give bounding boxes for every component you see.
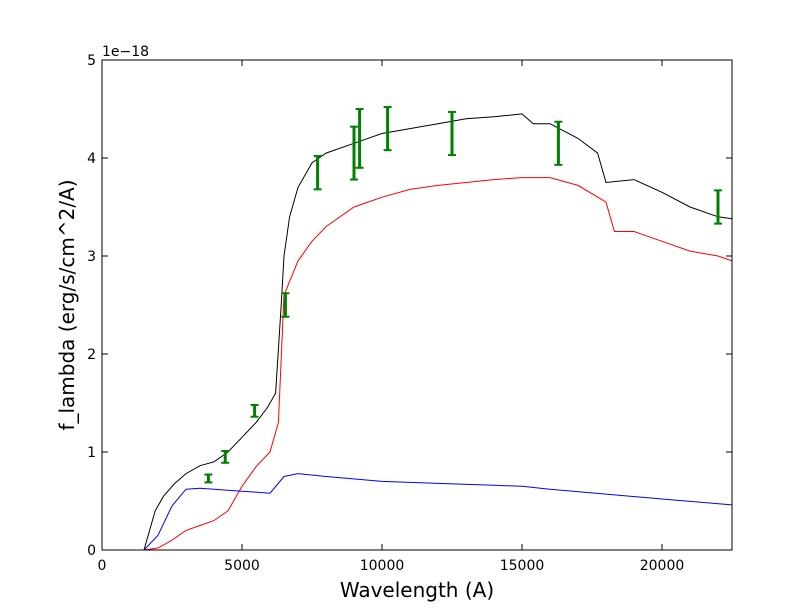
series-layer <box>102 113 733 551</box>
error-bar-6 <box>350 125 358 181</box>
series-line-2 <box>102 177 733 551</box>
y-tick-label: 1 <box>87 445 96 461</box>
y-tick-label: 5 <box>87 53 96 69</box>
error-bar-10 <box>554 120 563 166</box>
x-axis-title: Wavelength (A) <box>340 578 494 602</box>
x-tick-label: 20000 <box>640 558 685 574</box>
error-bar-1 <box>204 473 213 484</box>
y-tick-label: 4 <box>87 151 96 167</box>
tick-layer: 0 5000 10000 15000 20000 0 1 2 3 4 5 <box>87 53 732 574</box>
x-tick-label: 0 <box>98 558 107 574</box>
errorbar-layer <box>204 106 722 484</box>
series-line-3 <box>102 473 733 551</box>
error-bar-2 <box>221 450 230 464</box>
error-bar-9 <box>448 110 456 157</box>
y-offset-text: 1e−18 <box>102 44 149 60</box>
y-tick-label: 2 <box>87 347 96 363</box>
error-bar-3 <box>250 403 259 418</box>
x-tick-label: 10000 <box>360 558 405 574</box>
error-bar-4 <box>281 292 290 318</box>
y-tick-label: 0 <box>87 543 96 559</box>
plot-frame <box>101 59 733 551</box>
series-line-1 <box>102 113 733 551</box>
error-bar-7 <box>355 108 364 169</box>
error-bar-11 <box>714 189 722 225</box>
y-axis-title: f_lambda (erg/s/cm^2/A) <box>55 179 79 430</box>
error-bar-5 <box>313 155 322 191</box>
error-bar-8 <box>383 106 392 152</box>
x-tick-label: 5000 <box>224 558 260 574</box>
y-tick-label: 3 <box>87 249 96 265</box>
x-tick-label: 15000 <box>500 558 545 574</box>
